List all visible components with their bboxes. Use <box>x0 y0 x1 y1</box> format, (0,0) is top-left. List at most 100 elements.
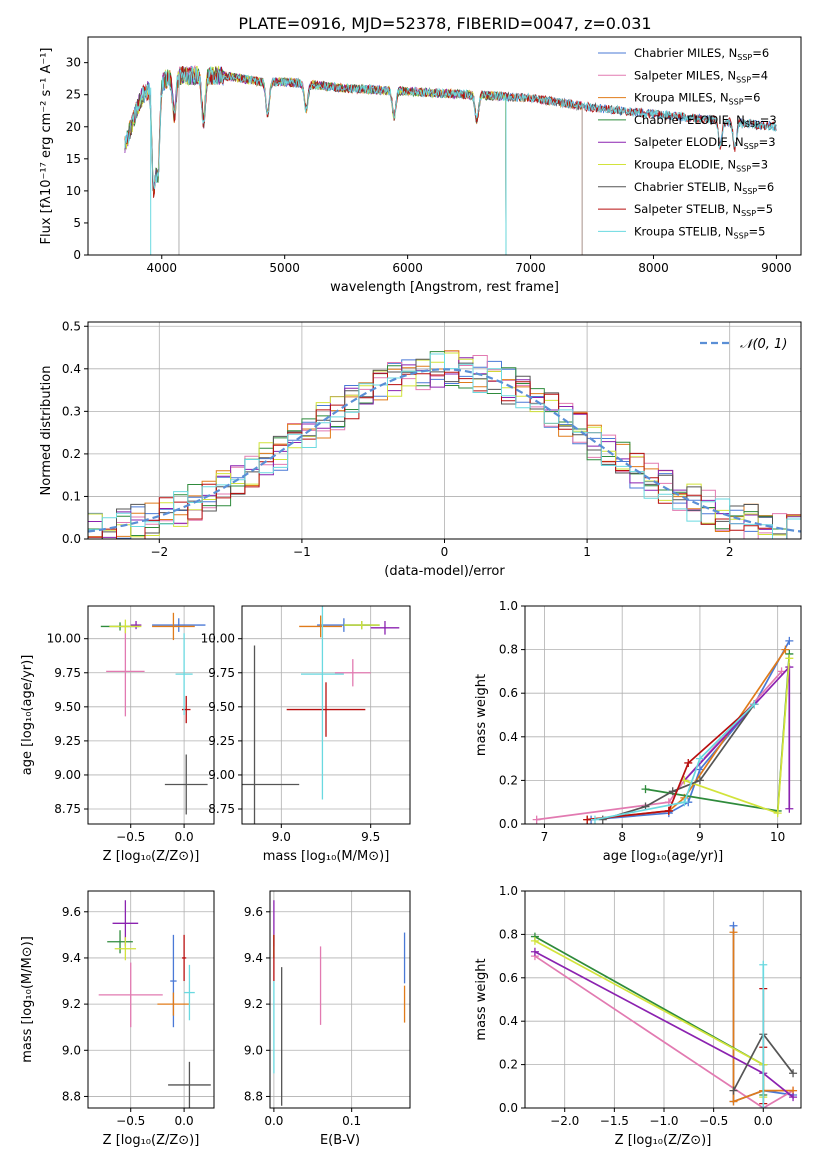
y-tick-label: 9.25 <box>208 734 235 748</box>
x-tick-label: 1 <box>583 545 591 559</box>
data-point <box>286 682 366 737</box>
y-tick-label: 25 <box>66 88 81 102</box>
legend-label-text: Chabrier STELIB, N <box>634 180 742 194</box>
plot-area <box>273 900 406 1106</box>
weight-marker <box>781 645 790 654</box>
x-tick-label: 6000 <box>392 261 423 275</box>
spectrum-line <box>124 65 777 190</box>
x-tick-label: 4000 <box>146 261 177 275</box>
y-tick-label: 0.4 <box>62 362 81 376</box>
y-tick-label: 30 <box>66 56 81 70</box>
y-tick-label: 5 <box>73 216 81 230</box>
y-tick-label: 0.0 <box>62 532 81 546</box>
x-axis-label: Z [log₁₀(Z/Z⊙)] <box>103 1133 200 1148</box>
weight-marker <box>785 636 794 645</box>
weight-marker <box>668 787 677 796</box>
weight-line <box>594 703 756 821</box>
weight-line <box>534 940 765 1098</box>
weight-marker <box>684 758 693 767</box>
y-tick-label: 0.8 <box>499 927 518 941</box>
data-point <box>152 618 206 632</box>
y-axis-label: Flux [fλ10⁻¹⁷ erg cm⁻² s⁻¹ A⁻¹] <box>39 48 54 245</box>
legend-label-value: =3 <box>760 113 777 127</box>
axes-frame <box>241 605 411 825</box>
y-tick-label: 0.2 <box>499 773 518 787</box>
plot-area <box>88 350 801 539</box>
axes-frame <box>87 605 215 825</box>
weight-marker <box>785 654 794 663</box>
data-point <box>370 620 400 635</box>
weight-marker <box>530 947 539 956</box>
y-tick-label: 0.5 <box>62 319 81 333</box>
data-point <box>299 615 343 638</box>
weight-marker <box>598 815 607 824</box>
weight-marker <box>729 1086 738 1095</box>
y-tick-label: 9.2 <box>62 997 81 1011</box>
y-axis-label: mass [log₁₀(M/M⊙)] <box>20 936 35 1063</box>
weight-marker <box>532 815 541 824</box>
spectrum-line <box>124 65 777 198</box>
data-point <box>181 695 191 724</box>
x-tick-label: 0.0 <box>754 1114 773 1128</box>
legend-label: Salpeter STELIB, NSSP=5 <box>634 202 773 218</box>
x-tick-label: −0.5 <box>699 1114 728 1128</box>
y-tick-label: 0.2 <box>499 1058 518 1072</box>
legend-label-sub: SSP <box>729 98 744 107</box>
x-tick-label: 0.0 <box>264 1114 283 1128</box>
legend-label-sub: SSP <box>736 75 751 84</box>
weight-marker <box>759 1104 768 1108</box>
axes-frame <box>524 605 802 825</box>
data-point <box>175 633 193 715</box>
data-point <box>130 620 142 630</box>
plot-area <box>242 606 400 824</box>
weight-marker <box>530 936 539 945</box>
data-point <box>300 606 344 800</box>
weight-line <box>645 653 791 812</box>
x-tick-label: 9.5 <box>361 830 380 844</box>
legend-label-sub: SSP <box>744 142 759 151</box>
y-tick-label: 20 <box>66 120 81 134</box>
panel-residuals: 𝒩(0, 1) −2 −1 0 1 2 0.0 0.1 0.2 0.3 0.4 0.5 (data-mo… <box>39 319 802 579</box>
weight-marker <box>785 804 794 813</box>
x-tick-label: 0.1 <box>342 1114 361 1128</box>
legend-label-value: =6 <box>752 46 769 60</box>
axes-frame <box>269 890 411 1109</box>
y-tick-label: 8.8 <box>62 1089 81 1103</box>
plot-area <box>100 612 208 815</box>
x-tick-label: 9 <box>696 830 704 844</box>
weight-line <box>591 640 791 821</box>
legend-label-value: =4 <box>751 68 768 82</box>
x-tick-label: 10 <box>770 830 785 844</box>
data-point <box>334 659 371 687</box>
data-point <box>184 964 195 1021</box>
x-tick-label: 7 <box>541 830 549 844</box>
panel-age-vs-Z: −0.5 0.0 8.75 9.00 9.25 9.50 9.75 10.00 Z [log₁₀… <box>20 605 215 864</box>
legend-label: Chabrier MILES, NSSP=6 <box>634 46 769 62</box>
x-tick-label: −0.5 <box>116 830 145 844</box>
weight-marker <box>695 776 704 785</box>
weight-line <box>587 649 787 821</box>
legend-label: Salpeter MILES, NSSP=4 <box>634 68 768 84</box>
y-tick-label: 0.6 <box>499 686 518 700</box>
plot-area <box>98 900 211 1108</box>
plot-area <box>530 921 798 1108</box>
x-axis-label: Z [log₁₀(Z/Z⊙)] <box>103 849 200 864</box>
legend-label-value: =5 <box>749 224 766 238</box>
x-tick-label: 8000 <box>638 261 669 275</box>
spectrum-line <box>124 64 583 255</box>
legend-label: Salpeter ELODIE, NSSP=3 <box>634 135 776 151</box>
weight-marker <box>664 806 673 815</box>
y-tick-label: 0.3 <box>62 404 81 418</box>
y-tick-label: 0.0 <box>499 817 518 831</box>
legend-label-text: Chabrier ELODIE, N <box>634 113 745 127</box>
x-axis-label: wavelength [Angstrom, rest frame] <box>330 280 559 295</box>
y-tick-label: 0.0 <box>499 1101 518 1115</box>
weight-line <box>534 955 794 1108</box>
y-tick-label: 0.2 <box>62 447 81 461</box>
y-tick-label: 0.4 <box>499 730 518 744</box>
legend-label: Kroupa ELODIE, NSSP=3 <box>634 158 768 174</box>
y-tick-label: 9.0 <box>62 1043 81 1057</box>
x-tick-label: −0.5 <box>116 1114 145 1128</box>
y-axis-label: mass weight <box>474 958 489 1040</box>
